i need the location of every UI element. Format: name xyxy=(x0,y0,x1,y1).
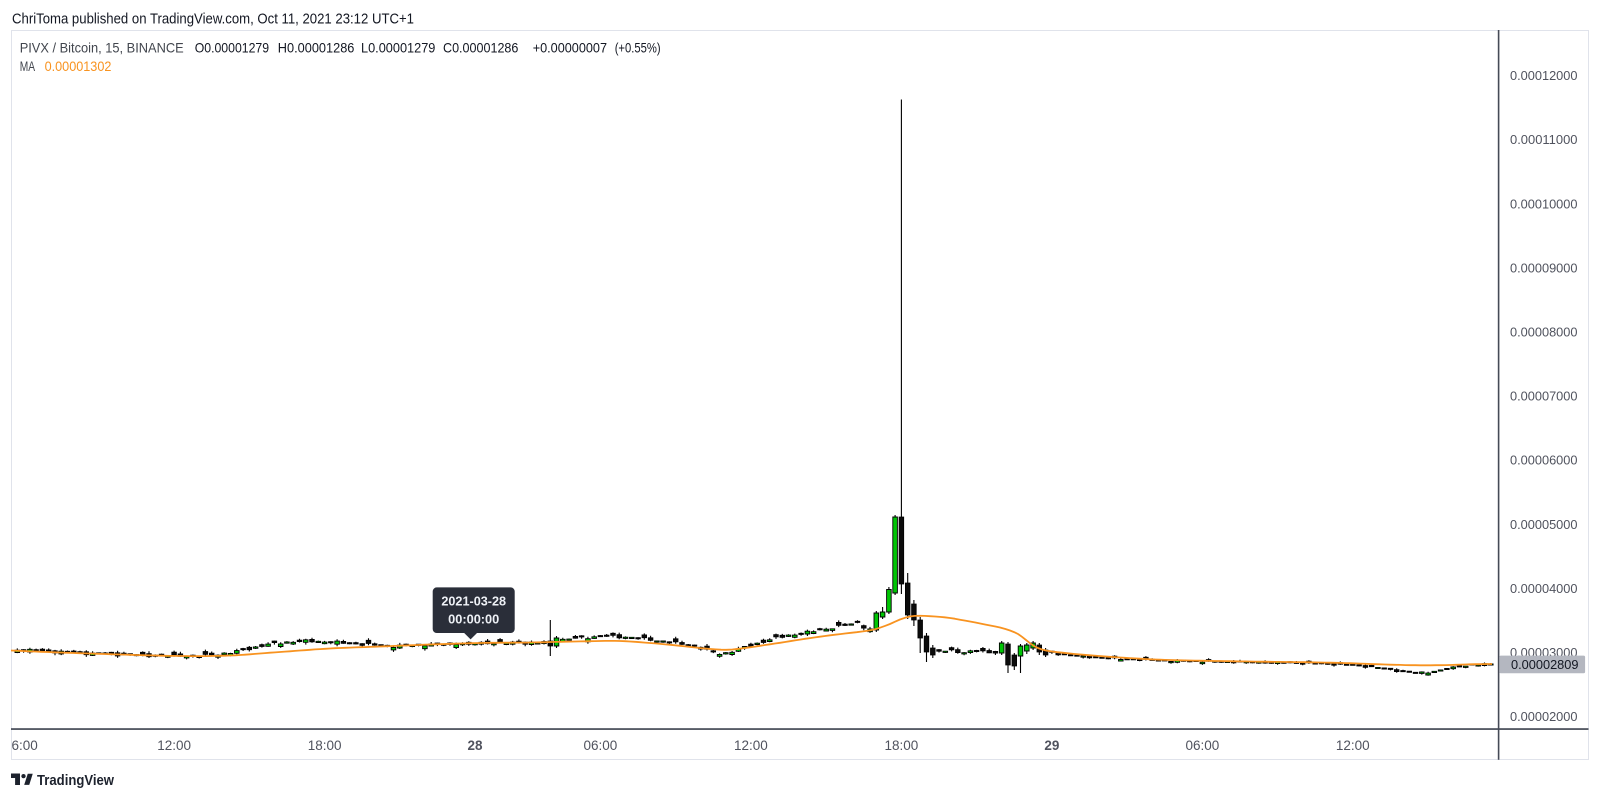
svg-text:TradingView: TradingView xyxy=(37,772,114,789)
svg-text:0.00001302: 0.00001302 xyxy=(45,58,112,74)
svg-text:O0.00001279: O0.00001279 xyxy=(195,40,270,56)
svg-text:06:00: 06:00 xyxy=(584,738,618,753)
svg-text:0.00006000: 0.00006000 xyxy=(1510,453,1578,468)
svg-text:18:00: 18:00 xyxy=(308,738,342,753)
svg-text:ChriToma published on TradingV: ChriToma published on TradingView.com, O… xyxy=(12,12,414,28)
svg-text:0.00002000: 0.00002000 xyxy=(1510,709,1578,724)
svg-text:0.00010000: 0.00010000 xyxy=(1510,196,1578,211)
svg-text:(+0.55%): (+0.55%) xyxy=(615,40,661,56)
svg-text:L0.00001279: L0.00001279 xyxy=(361,40,436,56)
svg-text:00:00:00: 00:00:00 xyxy=(448,612,499,627)
svg-text:28: 28 xyxy=(467,738,483,753)
svg-text:12:00: 12:00 xyxy=(157,738,191,753)
svg-text:6:00: 6:00 xyxy=(12,738,38,753)
svg-text:0.00002809: 0.00002809 xyxy=(1511,657,1579,672)
svg-text:2021-03-28: 2021-03-28 xyxy=(441,594,506,609)
svg-text:H0.00001286: H0.00001286 xyxy=(278,40,355,56)
svg-text:0.00011000: 0.00011000 xyxy=(1510,132,1578,147)
svg-text:29: 29 xyxy=(1044,738,1059,753)
svg-text:MA: MA xyxy=(20,58,36,74)
svg-text:06:00: 06:00 xyxy=(1186,738,1220,753)
svg-text:+0.00000007: +0.00000007 xyxy=(533,40,607,56)
svg-text:C0.00001286: C0.00001286 xyxy=(443,40,519,56)
svg-text:12:00: 12:00 xyxy=(1336,738,1370,753)
svg-text:0.00008000: 0.00008000 xyxy=(1510,325,1578,340)
svg-text:PIVX / Bitcoin, 15, BINANCE: PIVX / Bitcoin, 15, BINANCE xyxy=(20,40,184,56)
svg-text:0.00004000: 0.00004000 xyxy=(1510,581,1578,596)
svg-text:0.00007000: 0.00007000 xyxy=(1510,389,1578,404)
svg-text:0.00009000: 0.00009000 xyxy=(1510,260,1578,275)
svg-text:0.00005000: 0.00005000 xyxy=(1510,517,1578,532)
svg-text:0.00012000: 0.00012000 xyxy=(1510,68,1578,83)
svg-text:18:00: 18:00 xyxy=(885,738,919,753)
svg-text:12:00: 12:00 xyxy=(734,738,768,753)
